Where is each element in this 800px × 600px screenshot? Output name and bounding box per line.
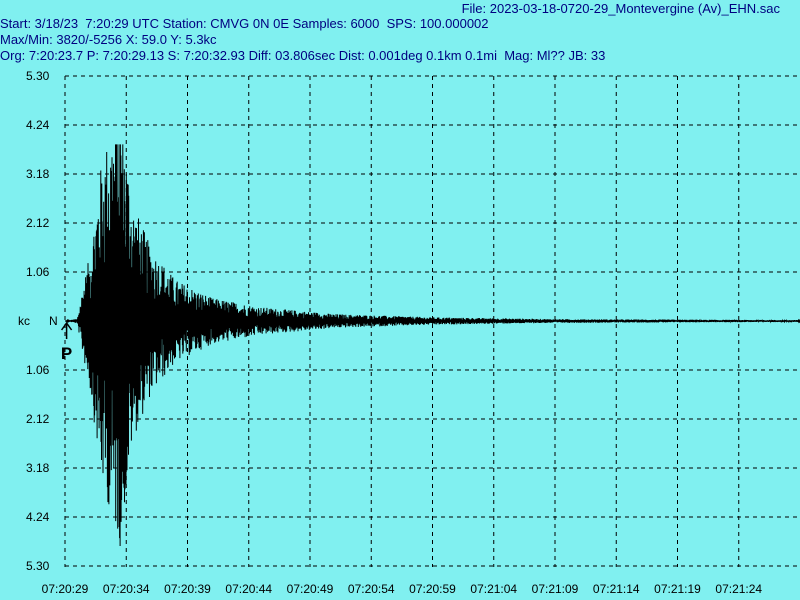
y-tick-label: 3.18 bbox=[26, 167, 50, 181]
x-tick-label: 07:20:59 bbox=[409, 582, 456, 596]
start-info-line: Start: 3/18/23 7:20:29 UTC Station: CMVG… bbox=[0, 16, 489, 31]
y-tick-label: 2.12 bbox=[26, 412, 50, 426]
x-tick-label: 07:20:49 bbox=[287, 582, 334, 596]
y-zero-label: kc bbox=[18, 314, 30, 328]
y-tick-label: 1.06 bbox=[26, 363, 50, 377]
y-tick-label: 3.18 bbox=[26, 461, 50, 475]
y-tick-label: 2.12 bbox=[26, 216, 50, 230]
y-tick-label: 4.24 bbox=[26, 510, 50, 524]
seismic-trace bbox=[65, 144, 800, 547]
maxmin-info-line: Max/Min: 3820/-5256 X: 59.0 Y: 5.3kc bbox=[0, 32, 217, 47]
phase-markers: N P S bbox=[49, 314, 119, 363]
p-marker-label: P bbox=[61, 344, 72, 363]
x-tick-label: 07:21:19 bbox=[654, 582, 701, 596]
file-name-line: File: 2023-03-18-0720-29_Montevergine (A… bbox=[461, 1, 780, 16]
y-tick-label: 4.24 bbox=[26, 118, 50, 132]
y-tick-label: 1.06 bbox=[26, 265, 50, 279]
origin-info-line: Org: 7:20:23.7 P: 7:20:29.13 S: 7:20:32.… bbox=[0, 48, 606, 63]
x-tick-label: 07:21:04 bbox=[470, 582, 517, 596]
x-tick-label: 07:20:39 bbox=[164, 582, 211, 596]
x-tick-label: 07:21:09 bbox=[532, 582, 579, 596]
x-tick-label: 07:21:24 bbox=[715, 582, 762, 596]
p-marker-arrow bbox=[60, 321, 73, 331]
y-tick-label: 5.30 bbox=[26, 69, 50, 83]
x-axis-labels: 07:20:29 07:20:34 07:20:39 07:20:44 07:20:49… bbox=[42, 582, 763, 596]
s-marker-label: S bbox=[108, 344, 119, 361]
x-tick-label: 07:20:29 bbox=[42, 582, 89, 596]
n-marker: N bbox=[49, 314, 58, 328]
y-tick-label: 5.30 bbox=[26, 559, 50, 573]
y-axis-labels: 5.30 4.24 3.18 2.12 1.06 1.06 2.12 3.18 4.24 5.30… bbox=[18, 69, 50, 573]
x-tick-label: 07:20:54 bbox=[348, 582, 395, 596]
x-tick-label: 07:21:14 bbox=[593, 582, 640, 596]
x-tick-label: 07:20:34 bbox=[103, 582, 150, 596]
x-tick-label: 07:20:44 bbox=[225, 582, 272, 596]
